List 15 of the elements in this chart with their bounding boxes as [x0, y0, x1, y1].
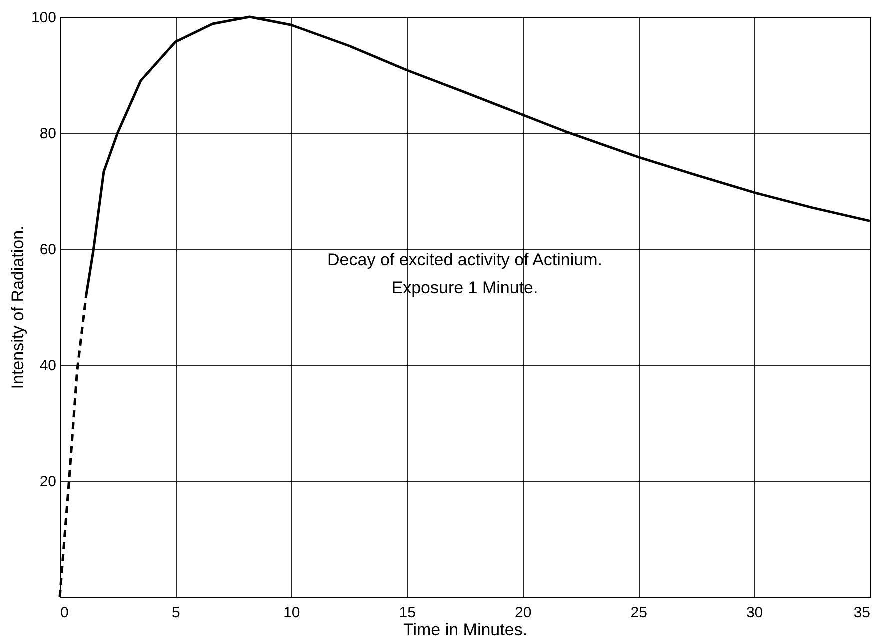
y-tick-label: 100: [31, 10, 56, 26]
y-tick-label: 20: [40, 474, 56, 490]
y-tick-label: 80: [40, 126, 56, 142]
y-tick-label: 60: [40, 242, 56, 258]
x-tick-label: 20: [515, 604, 532, 622]
x-tick-label: 5: [172, 604, 180, 622]
x-tick-label: 15: [399, 604, 416, 622]
x-tick-label: 10: [284, 604, 300, 622]
x-axis-title: Time in Minutes.: [403, 620, 528, 640]
y-tick-label: 40: [40, 358, 56, 374]
y-axis-title: Intensity of Radiation.: [8, 226, 28, 390]
x-tick-label: 0: [60, 604, 69, 622]
x-tick-label: 35: [854, 604, 870, 622]
x-tick-label: 30: [746, 604, 764, 622]
x-tick-label: 25: [630, 604, 648, 622]
